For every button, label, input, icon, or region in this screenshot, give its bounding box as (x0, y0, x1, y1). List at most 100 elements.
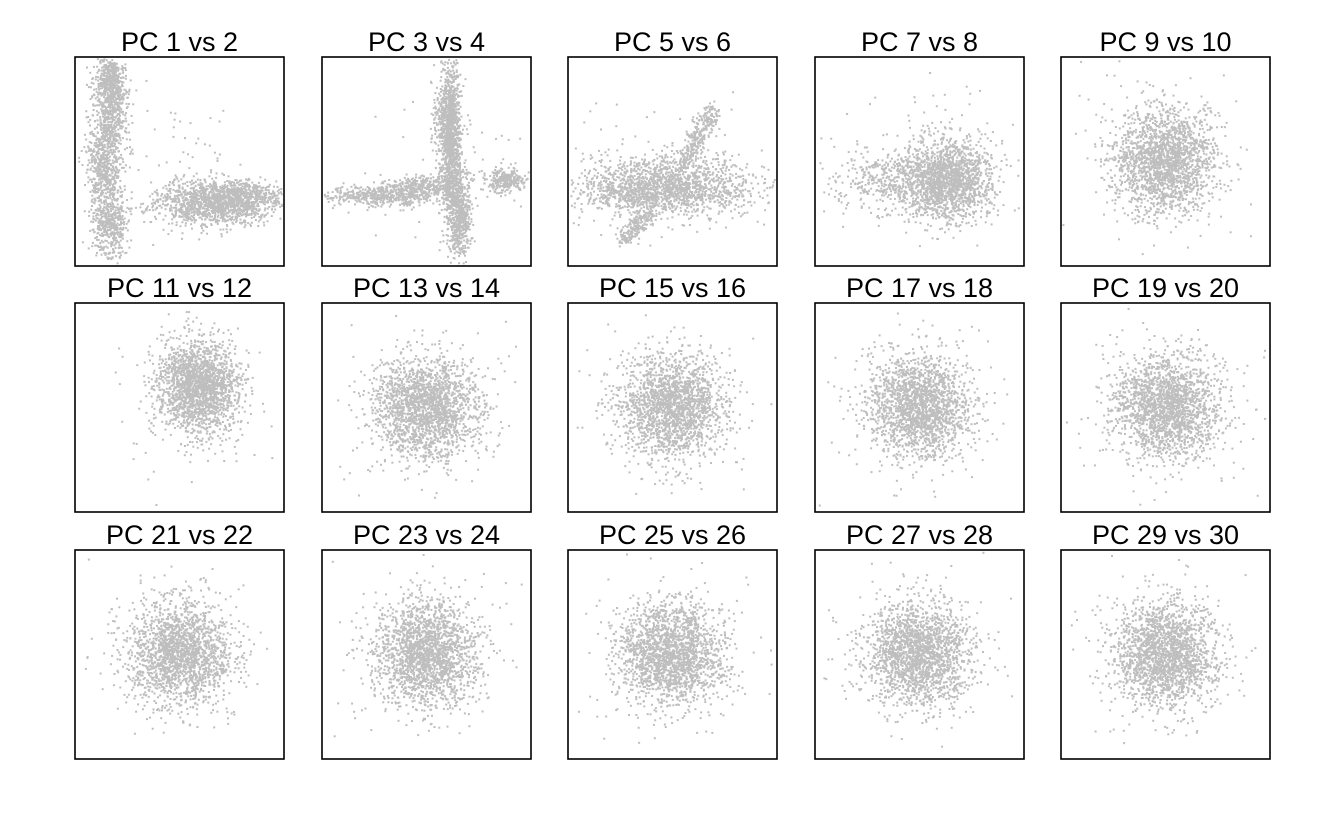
scatter-point (115, 160, 118, 163)
scatter-point (184, 205, 186, 208)
scatter-point (445, 186, 448, 189)
scatter-point (122, 120, 125, 123)
scatter-point (462, 85, 465, 87)
scatter-point (105, 59, 108, 62)
scatter-point (223, 174, 225, 176)
scatter-point (174, 215, 177, 217)
scatter-point (97, 144, 100, 147)
scatter-point (109, 81, 112, 84)
scatter-point (451, 169, 454, 172)
scatter-point (122, 226, 125, 229)
scatter-point (443, 94, 446, 97)
scatter-point (96, 96, 99, 99)
scatter-point (240, 194, 243, 196)
scatter-point (106, 139, 108, 142)
scatter-point (256, 194, 259, 197)
scatter-point (456, 111, 459, 114)
scatter-point (102, 176, 105, 178)
scatter-point (93, 202, 96, 205)
scatter-point (105, 157, 108, 160)
scatter-point (227, 175, 230, 178)
scatter-point (107, 121, 110, 124)
scatter-point (96, 151, 99, 153)
scatter-point (238, 207, 241, 210)
scatter-point (250, 193, 253, 196)
scatter-point (441, 170, 443, 173)
scatter-point (113, 154, 116, 157)
scatter-point (171, 212, 174, 215)
scatter-point (452, 138, 454, 141)
scatter-point (448, 171, 451, 174)
scatter-point (269, 198, 272, 201)
scatter-point (255, 185, 258, 188)
scatter-point (101, 145, 104, 148)
scatter-point (449, 211, 452, 214)
scatter-point (452, 145, 455, 148)
scatter-point (199, 179, 202, 181)
scatter-point (211, 177, 214, 180)
scatter-point (446, 66, 449, 69)
scatter-point (447, 127, 450, 130)
scatter-point (118, 163, 121, 166)
scatter-point (200, 183, 203, 186)
scatter-point (204, 213, 206, 216)
scatter-point (448, 137, 451, 140)
scatter-point (112, 137, 115, 140)
scatter-point (113, 244, 116, 247)
scatter-point (101, 78, 104, 81)
scatter-point (243, 210, 246, 213)
scatter-point (105, 216, 108, 219)
scatter-point (162, 228, 165, 231)
scatter-point (185, 207, 188, 210)
scatter-point (93, 142, 96, 145)
scatter-point (196, 213, 199, 215)
scatter-point (100, 211, 103, 214)
scatter-point (199, 187, 201, 189)
scatter-point (112, 151, 115, 154)
scatter-point (235, 212, 238, 215)
scatter-point (258, 196, 261, 198)
scatter-point (237, 205, 240, 208)
scatter-point (449, 196, 451, 198)
scatter-point (257, 210, 260, 212)
scatter-point (452, 187, 455, 190)
scatter-point (212, 217, 215, 220)
scatter-point (167, 222, 170, 225)
scatter-point (225, 206, 228, 209)
scatter-point (92, 114, 94, 117)
scatter-point (165, 187, 168, 190)
scatter-point (111, 113, 114, 116)
scatter-point (455, 118, 458, 121)
scatter-point (464, 247, 467, 249)
scatter-point (228, 215, 231, 218)
scatter-point (112, 64, 115, 67)
scatter-point (107, 61, 110, 64)
scatter-point (106, 175, 108, 178)
scatter-point (465, 202, 468, 205)
scatter-point (201, 198, 204, 201)
scatter-point (99, 186, 102, 189)
scatter-point (114, 68, 117, 71)
scatter-point (257, 189, 260, 192)
scatter-point (230, 191, 233, 194)
scatter-point (262, 202, 265, 205)
scatter-point (190, 192, 193, 194)
scatter-point (217, 203, 220, 206)
scatter-point (279, 205, 282, 208)
scatter-point (91, 194, 94, 197)
scatter-point (114, 126, 117, 129)
scatter-point (219, 194, 221, 196)
scatter-point (119, 239, 122, 242)
scatter-point (199, 205, 202, 208)
scatter-point (448, 212, 451, 214)
scatter-point (117, 128, 120, 131)
scatter-point (173, 178, 176, 181)
scatter-point (192, 217, 195, 220)
scatter-point (182, 195, 185, 198)
scatter-point (447, 80, 450, 83)
scatter-point (106, 72, 109, 75)
scatter-point (200, 194, 202, 197)
scatter-point (101, 59, 104, 62)
scatter-point (104, 164, 107, 167)
scatter-point (194, 180, 197, 183)
